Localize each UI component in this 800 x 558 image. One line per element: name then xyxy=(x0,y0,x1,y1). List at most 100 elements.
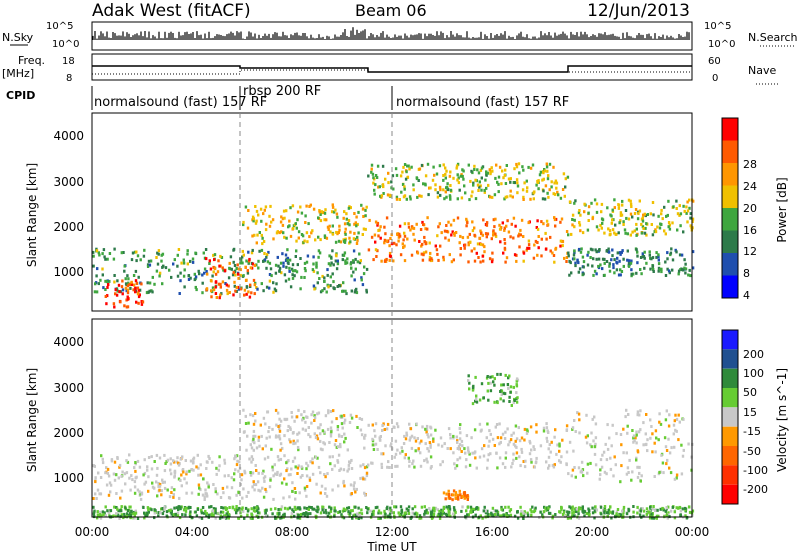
velocity-cell-5-53 xyxy=(636,475,640,479)
velocity-cell-2-88 xyxy=(380,462,383,466)
velocity-cell-6-808 xyxy=(98,514,101,518)
velocity-cell-6-151 xyxy=(411,511,414,515)
velocity-cell-6-827 xyxy=(430,510,434,514)
power-cell-0-26 xyxy=(182,274,186,278)
velocity-cell-2-133 xyxy=(380,452,383,456)
power-cell-0-149 xyxy=(179,271,182,275)
velocity-cell-2-143 xyxy=(535,456,538,460)
velocity-cell-0-126 xyxy=(347,463,351,467)
power-cell-2-61 xyxy=(213,258,216,262)
power-cell-0-323 xyxy=(191,257,195,261)
velocity-cell-0-334 xyxy=(343,484,346,488)
velocity-cell-5-160 xyxy=(594,463,598,467)
power-cell-2-20 xyxy=(251,262,255,266)
velocity-cell-3-44 xyxy=(509,390,512,394)
power-cell-5-53 xyxy=(464,191,467,195)
power-cell-0-44 xyxy=(106,257,109,261)
velocity-cell-2-2 xyxy=(493,444,496,447)
power-cell-4-157 xyxy=(448,253,451,257)
power-cell-0-240 xyxy=(242,274,245,278)
velocity-cell-6-395 xyxy=(394,505,398,509)
power-cell-4-102 xyxy=(535,226,538,229)
power-cell-5-70 xyxy=(556,190,559,194)
power-cell-5-107 xyxy=(457,181,461,185)
velocity-cell-1-60 xyxy=(283,417,286,421)
velocity-cell-0-296 xyxy=(106,467,110,471)
power-cell-1-11 xyxy=(132,288,135,292)
xlabel: Time UT xyxy=(366,540,417,554)
power-cell-7-70 xyxy=(660,208,663,212)
power-cell-3-164 xyxy=(323,234,327,238)
velocity-cell-2-67 xyxy=(427,449,431,453)
xtick-2000: 20:00 xyxy=(575,525,610,539)
velocity-cell-2-87 xyxy=(405,433,409,437)
power-cell-0-210 xyxy=(263,258,267,262)
power-cell-5-38 xyxy=(449,170,452,174)
power-cell-5-179 xyxy=(444,172,447,176)
velocity-cell-6-408 xyxy=(133,514,136,517)
power-cell-5-128 xyxy=(515,165,519,169)
power-cell-0-374 xyxy=(312,269,316,273)
power-cell-0-2 xyxy=(182,258,185,262)
velocity-cell-0-290 xyxy=(245,494,248,498)
velocity-cell-1-54 xyxy=(252,422,256,426)
power-cell-0-317 xyxy=(158,274,161,278)
power-cell-6-155 xyxy=(630,272,633,276)
power-cell-7-140 xyxy=(611,208,614,212)
power-cell-1-17 xyxy=(126,295,129,299)
velocity-cell-6-212 xyxy=(153,516,156,520)
power-cell-5-215 xyxy=(386,193,390,197)
power-cell-5-219 xyxy=(478,185,481,189)
power-cbar-swatch-3 xyxy=(722,185,738,208)
power-cell-0-314 xyxy=(317,249,321,253)
velocity-cell-6-497 xyxy=(500,507,503,511)
velocity-heatmap xyxy=(92,372,695,520)
power-cell-0-377 xyxy=(227,276,231,280)
power-cell-2-26 xyxy=(214,292,218,295)
power-cell-4-20 xyxy=(402,238,405,242)
velocity-cell-2-9 xyxy=(425,428,429,431)
velocity-cell-1-161 xyxy=(293,419,296,423)
power-cell-3-108 xyxy=(296,218,299,222)
power-cell-5-87 xyxy=(372,181,375,185)
velocity-cell-6-715 xyxy=(486,512,490,516)
velocity-cell-6-199 xyxy=(255,509,259,513)
power-cell-6-105 xyxy=(687,273,690,277)
power-cell-5-180 xyxy=(376,164,380,168)
power-cell-0-219 xyxy=(135,250,138,254)
power-cell-3-58 xyxy=(255,219,258,223)
power-cell-3-3 xyxy=(339,240,343,244)
power-cell-7-124 xyxy=(609,232,612,236)
power-cell-7-130 xyxy=(640,231,644,235)
velocity-cell-6-664 xyxy=(579,507,582,511)
velocity-cell-6-88 xyxy=(418,514,422,518)
velocity-cell-6-136 xyxy=(198,516,201,520)
velocity-cell-0-54 xyxy=(243,469,246,473)
power-cell-7-39 xyxy=(640,222,643,226)
velocity-cell-3-38 xyxy=(500,389,504,393)
velocity-cell-0-63 xyxy=(203,495,206,499)
velocity-cell-6-291 xyxy=(648,516,652,520)
power-cell-7-33 xyxy=(603,231,606,235)
velocity-cell-1-133 xyxy=(307,426,310,429)
power-cell-3-132 xyxy=(334,208,337,212)
power-cell-5-174 xyxy=(515,162,518,166)
velocity-cell-5-0 xyxy=(589,443,592,447)
velocity-cell-6-240 xyxy=(342,516,346,520)
power-cell-0-370 xyxy=(327,285,330,289)
power-cell-4-54 xyxy=(512,236,515,240)
power-cell-6-66 xyxy=(622,264,625,268)
power-cell-0-358 xyxy=(284,253,288,257)
velocity-cell-5-79 xyxy=(670,446,673,450)
velocity-cell-3-68 xyxy=(489,381,492,385)
power-cell-7-30 xyxy=(646,213,649,216)
power-cell-5-131 xyxy=(488,168,491,172)
velocity-cell-0-292 xyxy=(120,489,124,493)
velocity-cell-6-310 xyxy=(541,513,544,517)
velocity-cell-6-344 xyxy=(351,509,354,513)
power-cell-6-111 xyxy=(648,253,651,257)
velocity-cell-0-112 xyxy=(133,491,137,495)
velocity-cell-6-31 xyxy=(434,506,438,510)
velocity-cell-3-59 xyxy=(502,391,505,395)
power-cell-0-354 xyxy=(304,269,307,273)
